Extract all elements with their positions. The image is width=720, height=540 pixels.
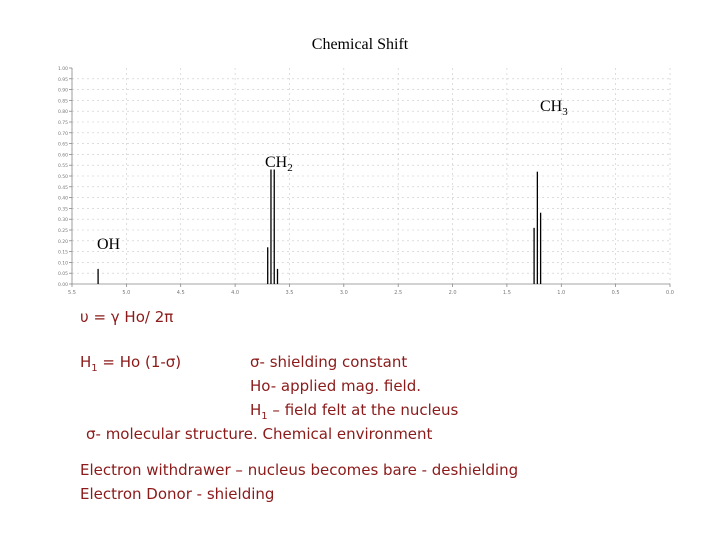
y-tick-label: 0.85 — [58, 98, 68, 104]
y-tick-label: 1.00 — [58, 66, 68, 72]
h1-eq-symbol: H — [80, 353, 92, 371]
x-tick-label: 5.0 — [122, 290, 130, 294]
y-tick-label: 0.30 — [58, 217, 68, 223]
chart-title: Chemical Shift — [311, 36, 409, 53]
electron-withdrawer-note: Electron withdrawer – nucleus becomes ba… — [80, 461, 519, 479]
y-tick-label: 0.95 — [58, 77, 68, 83]
peak-label-ch2: CH2 — [265, 154, 293, 174]
h1-definition: H1 – field felt at the nucleus — [250, 401, 458, 422]
y-tick-label: 0.90 — [58, 88, 68, 94]
y-tick-label: 0.35 — [58, 206, 68, 212]
y-tick-label: 0.20 — [58, 239, 68, 245]
x-tick-label: 5.5 — [68, 290, 76, 294]
h1-eq-rest: = Ho (1-σ) — [97, 353, 182, 371]
x-tick-label: 4.5 — [177, 290, 185, 294]
x-tick-label: 3.5 — [285, 290, 293, 294]
y-tick-label: 0.45 — [58, 185, 68, 191]
y-tick-label: 0.40 — [58, 196, 68, 202]
h1-def-sub: 1 — [261, 411, 268, 422]
peak-label-ch2-text: CH — [265, 154, 288, 171]
y-tick-label: 0.10 — [58, 260, 68, 266]
x-tick-label: 2.0 — [449, 290, 457, 294]
h1-def-symbol: H — [250, 401, 262, 419]
plot-area — [72, 68, 670, 284]
y-tick-label: 0.25 — [58, 228, 68, 234]
peak-label-ch2-sub: 2 — [287, 162, 293, 175]
y-tick-label: 0.80 — [58, 109, 68, 115]
ho-definition: Ho- applied mag. field. — [250, 377, 421, 395]
electron-donor-note: Electron Donor - shielding — [80, 485, 275, 503]
sigma-definition: σ- shielding constant — [250, 353, 408, 371]
peak-label-oh-text: OH — [97, 236, 121, 253]
x-tick-label: 3.0 — [340, 290, 348, 294]
y-tick-label: 0.00 — [58, 282, 68, 288]
h1-equation: H1 = Ho (1-σ) — [80, 353, 181, 374]
y-tick-label: 0.65 — [58, 142, 68, 148]
x-tick-label: 4.0 — [231, 290, 239, 294]
peak-label-ch3-text: CH — [540, 98, 563, 115]
x-tick-label: 0.0 — [666, 290, 674, 294]
x-tick-label: 1.5 — [503, 290, 511, 294]
x-tick-label: 2.5 — [394, 290, 402, 294]
y-tick-label: 0.15 — [58, 250, 68, 256]
h1-eq-sub: 1 — [91, 363, 98, 374]
y-tick-label: 0.05 — [58, 271, 68, 277]
sigma-molecular-structure: σ- molecular structure. Chemical environ… — [86, 425, 433, 443]
y-tick-label: 0.50 — [58, 174, 68, 180]
x-tick-label: 1.0 — [557, 290, 565, 294]
peak-label-oh: OH — [97, 236, 120, 256]
nmr-spectrum-chart: 1.000.950.900.850.800.750.700.650.600.55… — [58, 66, 674, 294]
y-tick-label: 0.70 — [58, 131, 68, 137]
x-tick-label: 0.5 — [612, 290, 620, 294]
peak-label-ch3: CH3 — [540, 98, 568, 118]
h1-def-rest: – field felt at the nucleus — [267, 401, 459, 419]
y-tick-label: 0.60 — [58, 152, 68, 158]
larmor-equation: υ = γ Ho/ 2π — [80, 308, 174, 326]
peak-label-ch3-sub: 3 — [562, 106, 568, 119]
y-tick-label: 0.75 — [58, 120, 68, 126]
y-tick-label: 0.55 — [58, 163, 68, 169]
